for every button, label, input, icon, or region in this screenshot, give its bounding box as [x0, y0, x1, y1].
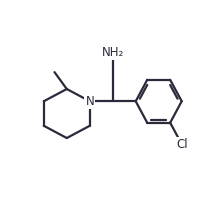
Text: NH₂: NH₂ [102, 46, 124, 59]
Text: Cl: Cl [176, 138, 187, 151]
Text: N: N [85, 95, 94, 108]
